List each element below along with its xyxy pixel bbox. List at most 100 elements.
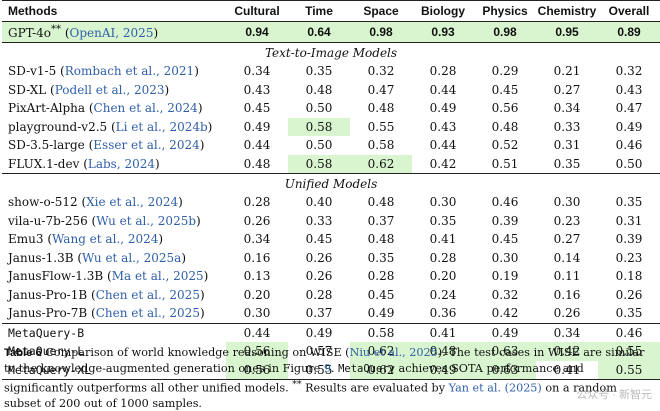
value-cell: 0.94	[226, 21, 288, 43]
value-cell: 0.40	[305, 195, 333, 210]
value-cell: 0.28	[429, 64, 457, 79]
value-cell: 0.48	[305, 82, 333, 97]
citation-link[interactable]: Wu et al., 2025a	[82, 250, 182, 265]
cite-paren: )	[197, 101, 203, 116]
section-title: Unified Models	[2, 173, 660, 193]
citation-link[interactable]: Yan et al. (2025)	[448, 381, 542, 395]
value-cell: 0.57	[305, 344, 333, 359]
cite-paren: )	[164, 82, 170, 97]
value-cell: 0.43	[429, 119, 457, 134]
cite-paren: )	[155, 156, 160, 171]
value-cell: 0.36	[429, 306, 457, 321]
citation-link[interactable]: Niu et al., 2025	[349, 346, 438, 359]
method-cell: MetaQuery-XL	[2, 360, 226, 380]
method-name: GPT-4o	[8, 26, 52, 40]
citation-link[interactable]: Chen et al., 2025	[95, 287, 200, 302]
table-row: SD-v1-5 (Rombach et al., 2021) 0.34 0.35 0.…	[2, 62, 660, 81]
section-title: Text-to-Image Models	[264, 45, 398, 60]
citation-link[interactable]: OpenAI, 2025	[69, 26, 154, 40]
method-cell: Janus-Pro-1B (Chen et al., 2025)	[2, 286, 226, 305]
value-cell: 0.35	[367, 250, 395, 265]
table-row: Janus-Pro-1B (Chen et al., 2025) 0.20 0.28…	[2, 286, 660, 305]
table-row: show-o-512 (Xie et al., 2024) 0.28 0.40 0.4…	[2, 193, 660, 212]
citation-link[interactable]: Xie et al., 2024	[86, 195, 179, 210]
citation-link[interactable]: Li et al., 2024b	[115, 119, 208, 134]
method-name: SD-v1-5	[8, 64, 57, 79]
value-cell: 0.28	[429, 250, 457, 265]
value-cell: 0.48	[367, 101, 395, 116]
value-cell: 0.89	[598, 21, 660, 43]
citation-link[interactable]: Labs, 2024	[87, 156, 156, 171]
watermark: 公众号 · 新智元	[576, 389, 652, 401]
cite-paren: (	[87, 306, 96, 321]
table-row: Janus-Pro-7B (Chen et al., 2025) 0.30 0.37…	[2, 304, 660, 323]
asterisk-superscript: **	[51, 24, 62, 35]
method-cell: Emu3 (Wang et al., 2024)	[2, 230, 226, 249]
value-cell: 0.45	[491, 232, 519, 247]
value-cell: 0.49	[429, 101, 457, 116]
value-cell: 0.32	[615, 64, 643, 79]
table-row: Emu3 (Wang et al., 2024) 0.34 0.45 0.48 0.41…	[2, 230, 660, 249]
cite-paren: )	[207, 119, 213, 134]
value-cell: 0.28	[305, 287, 333, 302]
results-table-container: Methods Cultural Time Space Biology Phys…	[2, 0, 660, 380]
value-cell: 0.63	[474, 360, 536, 380]
cite-paren: (	[85, 101, 94, 116]
value-cell: 0.47	[367, 82, 395, 97]
value-cell: 0.58	[367, 138, 395, 153]
value-cell: 0.44	[429, 82, 457, 97]
table-row-metaquery: MetaQuery-L 0.56 0.57 0.62 0.48 0.63 0.42 0.55	[2, 342, 660, 361]
value-cell: 0.44	[226, 322, 288, 342]
value-cell: 0.31	[615, 213, 643, 228]
table-row: SD-3.5-large (Esser et al., 2024) 0.44 0.5…	[2, 136, 660, 155]
value-cell: 0.16	[553, 287, 581, 302]
value-cell: 0.31	[553, 138, 581, 153]
value-cell: 0.51	[491, 156, 519, 171]
cite-paren: (	[79, 156, 88, 171]
value-cell: 0.56	[491, 101, 519, 116]
method-cell: FLUX.1-dev (Labs, 2024)	[2, 155, 226, 174]
value-cell: 0.55	[598, 342, 660, 361]
value-cell: 0.32	[491, 287, 519, 302]
citation-link[interactable]: Wang et al., 2024	[52, 232, 159, 247]
table-row: FLUX.1-dev (Labs, 2024) 0.48 0.58 0.62 0.42 0…	[2, 154, 660, 174]
method-name: SD-XL	[8, 82, 47, 97]
value-cell: 0.48	[367, 195, 395, 210]
column-header: Physics	[474, 0, 536, 22]
value-cell: 0.43	[615, 82, 643, 97]
citation-link[interactable]: Chen et al., 2025	[95, 306, 200, 321]
figure-ref-link[interactable]: 9	[323, 362, 331, 375]
citation-link[interactable]: Wu et al., 2025b	[96, 213, 197, 228]
cite-paren: (	[73, 250, 83, 265]
table-row: JanusFlow-1.3B (Ma et al., 2025) 0.13 0.26…	[2, 267, 660, 286]
value-cell: 0.93	[412, 21, 474, 43]
value-cell: 0.44	[243, 138, 271, 153]
value-cell: 0.26	[305, 250, 333, 265]
citation-link[interactable]: Rombach et al., 2021	[64, 64, 195, 79]
citation-link[interactable]: Esser et al., 2024	[93, 138, 200, 153]
value-cell: 0.26	[305, 269, 333, 284]
value-cell: 0.34	[536, 322, 598, 342]
method-name: Janus-Pro-1B	[8, 287, 88, 302]
value-cell: 0.30	[429, 195, 457, 210]
column-header: Cultural	[226, 0, 288, 22]
value-cell: 0.30	[243, 306, 271, 321]
value-cell: 0.29	[491, 64, 519, 79]
cite-open: (	[61, 26, 70, 40]
value-cell: 0.48	[491, 119, 519, 134]
value-cell: 0.19	[491, 269, 519, 284]
table-row: Janus-1.3B (Wu et al., 2025a) 0.16 0.26 0.3…	[2, 249, 660, 268]
value-cell: 0.34	[243, 232, 271, 247]
cite-paren: )	[194, 64, 199, 79]
citation-link[interactable]: Podell et al., 2023	[54, 82, 165, 97]
method-name: show-o-512	[8, 195, 78, 210]
citation-link[interactable]: Chen et al., 2024	[93, 101, 198, 116]
value-cell: 0.98	[350, 21, 412, 43]
citation-link[interactable]: Ma et al., 2025	[111, 269, 204, 284]
method-name: playground-v2.5	[8, 119, 108, 134]
value-cell: 0.62	[350, 360, 412, 380]
cite-paren: )	[199, 306, 205, 321]
column-header: Space	[350, 0, 412, 22]
value-cell: 0.58	[288, 154, 350, 174]
value-cell: 0.48	[367, 232, 395, 247]
